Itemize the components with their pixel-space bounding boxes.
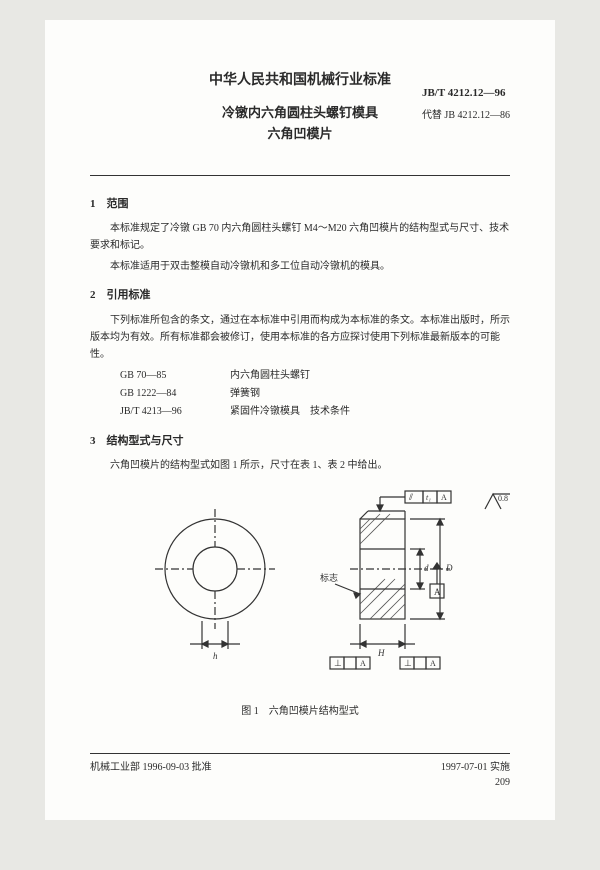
section-2-heading: 2 引用标准 (90, 287, 510, 304)
figure-1: h (90, 489, 510, 699)
header-divider (90, 175, 510, 176)
svg-text:⊥: ⊥ (404, 658, 412, 668)
ref-name: 紧固件冷镦模具 技术条件 (230, 403, 350, 421)
marker-label: 标志 (320, 572, 338, 583)
roughness-label: 0.8 (498, 494, 508, 503)
ref-row: JB/T 4213—96 紧固件冷镦模具 技术条件 (120, 403, 510, 421)
side-view-diagram: A D d H t₁ A ⊥ A ⊥ A 标志 0.8 ⫽ (320, 489, 520, 689)
page-number: 209 (441, 775, 510, 790)
section-1-heading: 1 范围 (90, 196, 510, 213)
gdt-A-label: A (441, 493, 447, 502)
standard-code: JB/T 4212.12—96 (422, 85, 510, 102)
ref-code: JB/T 4213—96 (120, 403, 230, 421)
dim-H-label: H (377, 648, 385, 658)
header-block: 中华人民共和国机械行业标准 冷镦内六角圆柱头螺钉模具 六角凹模片 JB/T 42… (90, 70, 510, 145)
page-footer: 机械工业部 1996-09-03 批准 1997-07-01 实施 209 (90, 753, 510, 790)
gdt-t1-label: t₁ (426, 493, 431, 502)
perp-A-1: A (360, 659, 366, 668)
ref-code: GB 1222—84 (120, 385, 230, 403)
effective-date: 1997-07-01 实施 (441, 760, 510, 775)
ref-row: GB 1222—84 弹簧钢 (120, 385, 510, 403)
s3-para-1: 六角凹模片的结构型式如图 1 所示，尺寸在表 1、表 2 中给出。 (90, 457, 510, 474)
svg-text:⊥: ⊥ (334, 658, 342, 668)
document-page: 中华人民共和国机械行业标准 冷镦内六角圆柱头螺钉模具 六角凹模片 JB/T 42… (45, 20, 555, 820)
approval-text: 机械工业部 1996-09-03 批准 (90, 760, 212, 790)
ref-name: 内六角圆柱头螺钉 (230, 367, 310, 385)
sub-title-2: 六角凹模片 (90, 124, 510, 145)
footer-right: 1997-07-01 实施 209 (441, 760, 510, 790)
svg-text:⫽: ⫽ (408, 492, 413, 502)
replaces-code: 代替 JB 4212.12—86 (422, 108, 510, 123)
s1-para-1: 本标准规定了冷镦 GB 70 内六角圆柱头螺钉 M4～M20 六角凹模片的结构型… (90, 220, 510, 254)
ref-row: GB 70—85 内六角圆柱头螺钉 (120, 367, 510, 385)
perp-A-2: A (430, 659, 436, 668)
dim-D-label: D (445, 563, 453, 573)
s2-para-1: 下列标准所包含的条文，通过在本标准中引用而构成为本标准的条文。本标准出版时，所示… (90, 312, 510, 363)
s1-para-2: 本标准适用于双击整模自动冷镦机和多工位自动冷镦机的模具。 (90, 258, 510, 275)
front-view-diagram: h (150, 499, 280, 669)
reference-list: GB 70—85 内六角圆柱头螺钉 GB 1222—84 弹簧钢 JB/T 42… (120, 367, 510, 421)
datum-a-label: A (434, 587, 441, 597)
ref-name: 弹簧钢 (230, 385, 260, 403)
dim-h-label: h (213, 651, 218, 661)
section-3-heading: 3 结构型式与尺寸 (90, 433, 510, 450)
ref-code: GB 70—85 (120, 367, 230, 385)
dim-d-label: d (424, 563, 429, 573)
standard-code-block: JB/T 4212.12—96 代替 JB 4212.12—86 (422, 85, 510, 123)
figure-1-caption: 图 1 六角凹模片结构型式 (90, 704, 510, 719)
